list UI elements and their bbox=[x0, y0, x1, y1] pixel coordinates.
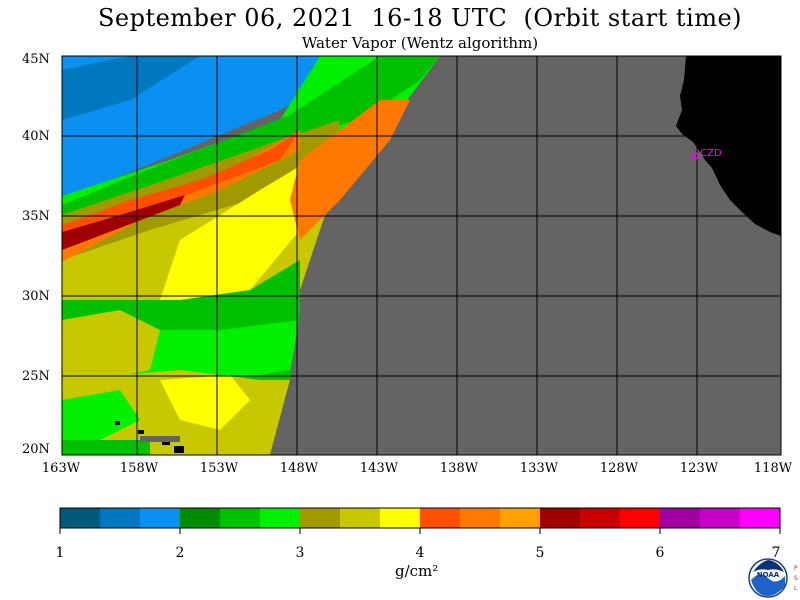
lon-label-163w: 163W bbox=[41, 461, 81, 476]
map-plot-area bbox=[62, 56, 781, 455]
noaa-logo: NOAA P S L bbox=[748, 558, 798, 598]
psl-letter-l: L bbox=[794, 585, 798, 592]
lat-label-20n: 20N bbox=[22, 442, 50, 457]
lon-label-153w: 153W bbox=[199, 461, 239, 476]
colorbar-swatch bbox=[380, 508, 421, 528]
colorbar-swatch bbox=[460, 508, 501, 528]
swath-band-dark-red bbox=[62, 195, 185, 250]
colorbar-swatch bbox=[300, 508, 341, 528]
colorbar-swatch bbox=[500, 508, 541, 528]
colorbar-swatch bbox=[100, 508, 141, 528]
station-marker bbox=[691, 152, 699, 160]
lon-label-123w: 123W bbox=[679, 461, 719, 476]
lon-label-133w: 133W bbox=[519, 461, 559, 476]
colorbar-unit: g/cm² bbox=[395, 562, 439, 580]
colorbar-tick-1: 1 bbox=[55, 545, 65, 561]
colorbar-swatch bbox=[740, 508, 781, 528]
colorbar-tick-7: 7 bbox=[771, 545, 781, 561]
swath-band-orange-1 bbox=[290, 100, 410, 240]
lat-label-25n: 25N bbox=[22, 369, 50, 384]
swath-gap bbox=[270, 56, 781, 455]
lat-label-35n: 35N bbox=[22, 209, 50, 224]
noaa-logo-text: NOAA bbox=[757, 571, 780, 579]
station-label: CZD bbox=[700, 148, 722, 159]
colorbar-swatch bbox=[660, 508, 701, 528]
lon-label-118w: 118W bbox=[753, 461, 793, 476]
lat-lon-grid bbox=[62, 56, 781, 455]
swath-band-yellow bbox=[160, 160, 310, 310]
lat-label-30n: 30N bbox=[22, 289, 50, 304]
colorbar-swatch bbox=[540, 508, 581, 528]
colorbar-swatch bbox=[620, 508, 661, 528]
colorbar-swatch bbox=[260, 508, 301, 528]
swath-band-south-dark-green bbox=[62, 440, 150, 455]
colorbar-swatch bbox=[60, 508, 101, 528]
colorbar-tick-3: 3 bbox=[295, 545, 305, 561]
map-frame bbox=[61, 55, 782, 456]
swath-band-light-olive-2 bbox=[62, 310, 160, 380]
lon-label-148w: 148W bbox=[279, 461, 319, 476]
colorbar-swatch bbox=[420, 508, 461, 528]
lon-label-138w: 138W bbox=[439, 461, 479, 476]
lon-label-128w: 128W bbox=[599, 461, 639, 476]
swath-band-teal bbox=[62, 56, 200, 120]
colorbar-tick-2: 2 bbox=[175, 545, 185, 561]
colorbar-tick-6: 6 bbox=[655, 545, 665, 561]
colorbar-swatch bbox=[180, 508, 221, 528]
colorbar-tick-4: 4 bbox=[415, 545, 425, 561]
swath-band-south-green bbox=[62, 390, 140, 440]
colorbar-tick-marks bbox=[59, 528, 781, 534]
colorbar-swatch bbox=[580, 508, 621, 528]
page-title: September 06, 2021 16-18 UTC (Orbit star… bbox=[97, 4, 743, 32]
north-america-land bbox=[676, 56, 781, 236]
psl-letter-s: S bbox=[794, 575, 798, 582]
lat-label-45n: 45N bbox=[22, 52, 50, 67]
colorbar-swatch bbox=[340, 508, 381, 528]
colorbar-tick-5: 5 bbox=[535, 545, 545, 561]
page-subtitle: Water Vapor (Wentz algorithm) bbox=[301, 34, 539, 52]
swath-band-south-yellow bbox=[160, 375, 250, 430]
colorbar-swatch bbox=[700, 508, 741, 528]
hawaiian-islands bbox=[115, 421, 184, 453]
colorbar-swatch bbox=[140, 508, 181, 528]
colorbar-swatch bbox=[220, 508, 261, 528]
colorbar bbox=[60, 508, 781, 528]
psl-letter-p: P bbox=[794, 565, 798, 572]
lon-label-158w: 158W bbox=[119, 461, 159, 476]
lat-label-40n: 40N bbox=[22, 129, 50, 144]
lon-label-143w: 143W bbox=[359, 461, 399, 476]
